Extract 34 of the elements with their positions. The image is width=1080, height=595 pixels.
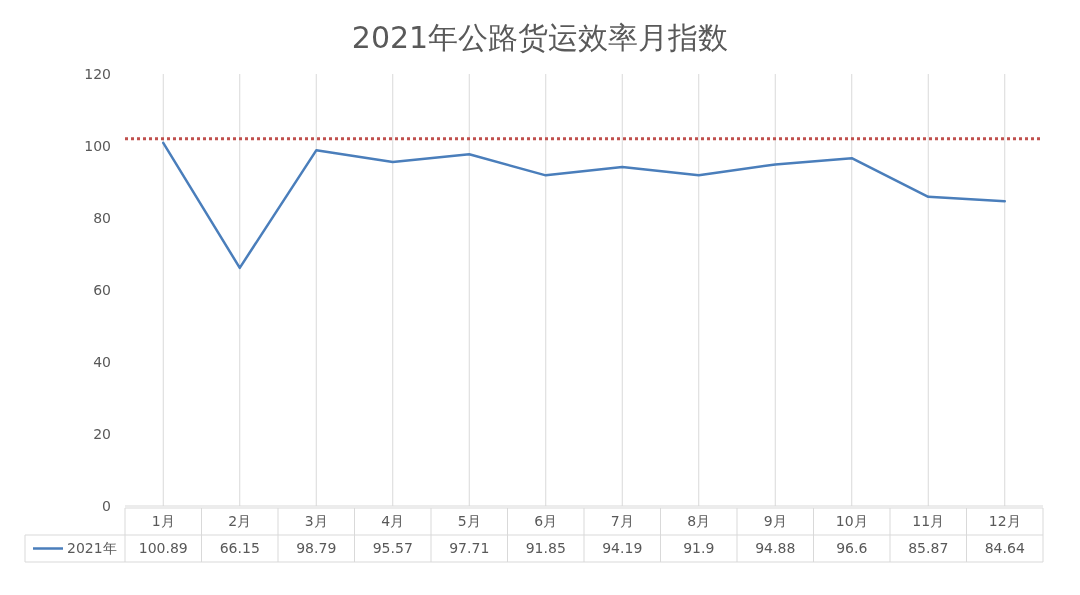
x-tick-label: 1月: [151, 513, 175, 530]
legend-label: 2021年: [67, 540, 117, 557]
y-tick-label: 40: [93, 353, 111, 370]
x-tick-label: 4月: [381, 513, 405, 530]
y-tick-label: 20: [93, 425, 111, 442]
y-tick-label: 120: [84, 65, 111, 82]
chart-title: 2021年公路货运效率月指数: [351, 20, 729, 55]
data-label: 84.64: [984, 540, 1025, 557]
data-label: 91.85: [525, 540, 566, 557]
x-tick-label: 10月: [835, 513, 868, 530]
y-tick-label: 100: [84, 137, 111, 154]
data-label: 96.6: [836, 540, 868, 557]
data-label: 94.19: [602, 540, 643, 557]
data-label: 100.89: [138, 540, 188, 557]
data-label: 94.88: [755, 540, 796, 557]
y-tick-label: 0: [102, 497, 111, 514]
x-tick-label: 7月: [610, 513, 634, 530]
data-label: 66.15: [219, 540, 260, 557]
x-tick-label: 9月: [763, 513, 787, 530]
x-tick-label: 2月: [228, 513, 252, 530]
x-tick-label: 3月: [304, 513, 328, 530]
x-tick-label: 5月: [457, 513, 481, 530]
line-series: [162, 141, 1006, 270]
y-tick-label: 80: [93, 209, 111, 226]
x-tick-label: 11月: [912, 513, 945, 530]
data-label: 85.87: [908, 540, 949, 557]
x-tick-label: 6月: [534, 513, 558, 530]
data-label: 97.71: [449, 540, 490, 557]
x-tick-label: 8月: [687, 513, 711, 530]
data-label: 91.9: [683, 540, 715, 557]
data-label: 98.79: [296, 540, 337, 557]
y-tick-label: 60: [93, 281, 111, 298]
data-label: 95.57: [372, 540, 413, 557]
x-tick-label: 12月: [988, 513, 1021, 530]
